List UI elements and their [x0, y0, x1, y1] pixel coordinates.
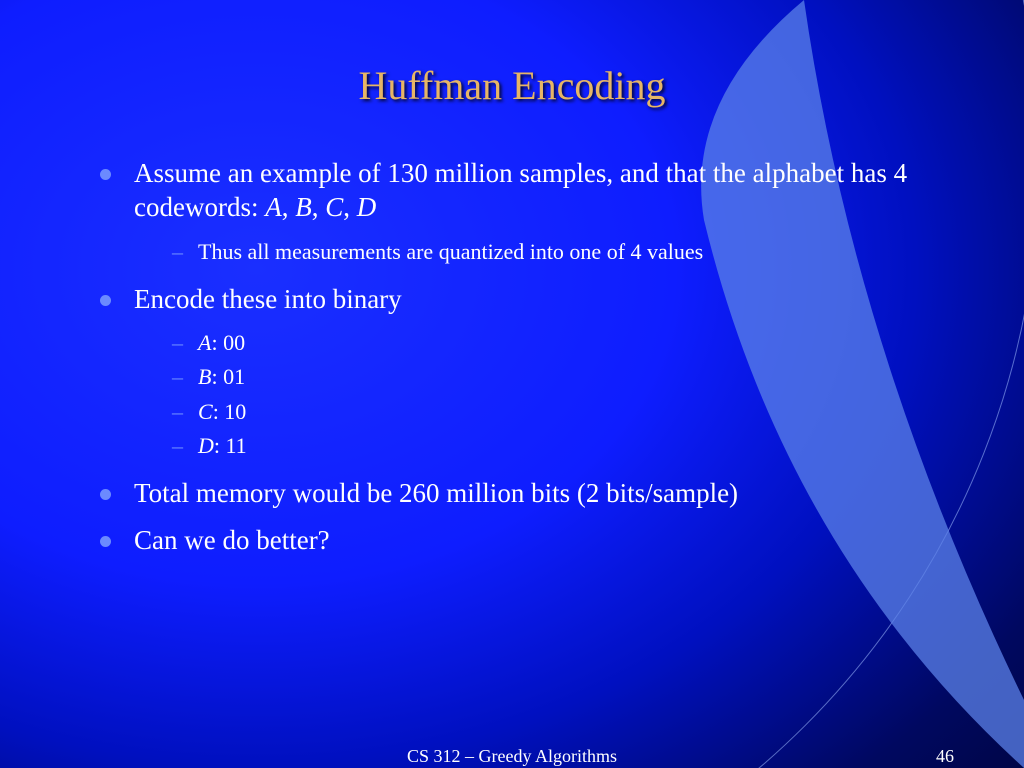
bullet-2-text: Encode these into binary: [134, 284, 402, 314]
footer-page-number: 46: [936, 746, 954, 767]
bullet-2: Encode these into binary A: 00 B: 01 C: …: [100, 283, 954, 463]
slide-title: Huffman Encoding: [70, 62, 954, 109]
encoding-c: C: 10: [172, 395, 954, 429]
footer-course: CS 312 – Greedy Algorithms: [407, 746, 617, 767]
codeword-a: A: [265, 192, 282, 222]
codeword-b: B: [295, 192, 312, 222]
bullet-1: Assume an example of 130 million samples…: [100, 157, 954, 269]
bullet-4: Can we do better?: [100, 524, 954, 558]
bullet-1-sub-1: Thus all measurements are quantized into…: [172, 235, 954, 269]
bullet-list: Assume an example of 130 million samples…: [70, 157, 954, 558]
bullet-1-subs: Thus all measurements are quantized into…: [134, 235, 954, 269]
encoding-a: A: 00: [172, 326, 954, 360]
encoding-d: D: 11: [172, 429, 954, 463]
codeword-d: D: [357, 192, 377, 222]
slide: Huffman Encoding Assume an example of 13…: [0, 0, 1024, 768]
bullet-2-subs: A: 00 B: 01 C: 10 D: 11: [134, 326, 954, 462]
bullet-1-text: Assume an example of 130 million samples…: [134, 158, 907, 222]
encoding-b: B: 01: [172, 360, 954, 394]
bullet-3: Total memory would be 260 million bits (…: [100, 477, 954, 511]
codeword-c: C: [325, 192, 343, 222]
